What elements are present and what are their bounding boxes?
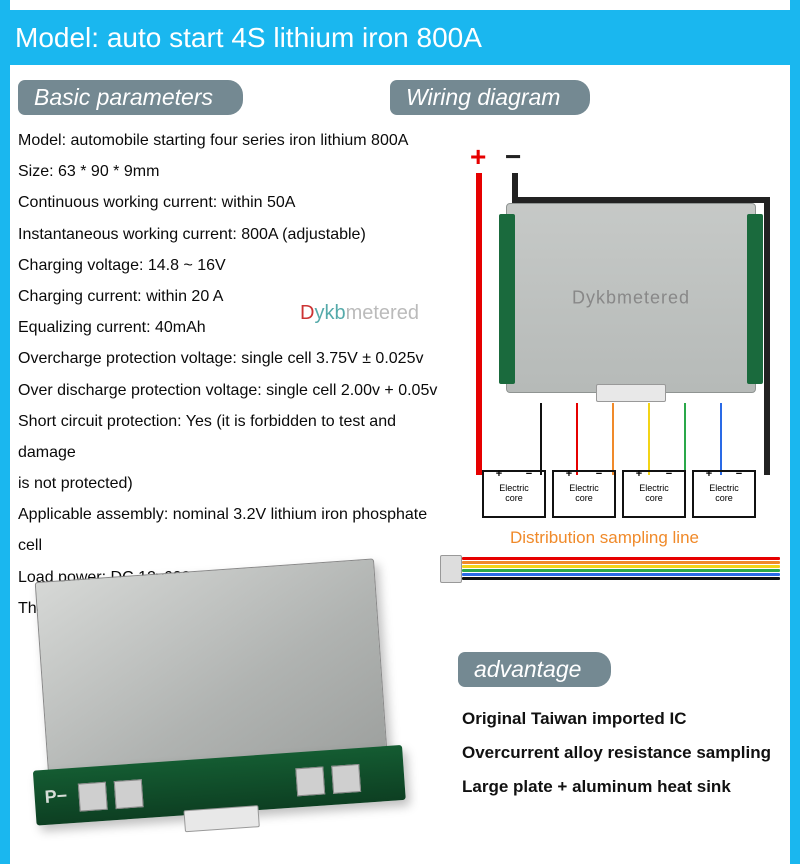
param-line: Overcharge protection voltage: single ce… (18, 343, 448, 374)
solder-pad (78, 782, 108, 812)
basic-parameters-badge: Basic parameters (18, 80, 243, 115)
sense-wire (612, 403, 614, 475)
param-line: Model: automobile starting four series i… (18, 125, 448, 156)
param-line: Short circuit protection: Yes (it is for… (18, 406, 448, 468)
battery-cell: +− Electriccore (552, 470, 616, 518)
product-photo: P− (19, 547, 407, 842)
param-line: Charging voltage: 14.8 ~ 16V (18, 250, 448, 281)
ribbon-wire (462, 557, 780, 560)
param-line: is not protected) (18, 468, 448, 499)
wiring-diagram: + − Dykbmetered +− Electriccore +− Elect… (460, 125, 790, 525)
minus-terminal: − (505, 141, 521, 173)
battery-cell: +− Electriccore (482, 470, 546, 518)
wiring-diagram-badge: Wiring diagram (390, 80, 590, 115)
board-watermark: Dykbmetered (507, 288, 755, 309)
param-line: Size: 63 * 90 * 9mm (18, 156, 448, 187)
advantage-list: Original Taiwan imported IC Overcurrent … (462, 702, 792, 804)
watermark: Dykbmetered (300, 302, 419, 325)
param-line: Continuous working current: within 50A (18, 187, 448, 218)
sense-wire (648, 403, 650, 475)
ribbon-wire (462, 577, 780, 580)
battery-cell: +− Electriccore (622, 470, 686, 518)
advantage-item: Overcurrent alloy resistance sampling (462, 736, 792, 770)
plus-terminal: + (470, 141, 486, 173)
ribbon-wire (462, 573, 780, 576)
wire-red (476, 173, 482, 475)
param-line: Instantaneous working current: 800A (adj… (18, 219, 448, 250)
bms-board: Dykbmetered (506, 203, 756, 393)
solder-pad (331, 764, 361, 794)
heatsink-plate (35, 558, 388, 781)
solder-pad (114, 779, 144, 809)
title-text: Model: auto start 4S lithium iron 800A (15, 22, 482, 54)
param-line: Over discharge protection voltage: singl… (18, 375, 448, 406)
title-bar: Model: auto start 4S lithium iron 800A (0, 10, 800, 65)
ribbon-wire (462, 569, 780, 572)
ribbon-wire (462, 565, 780, 568)
sense-wire (684, 403, 686, 475)
ribbon-plug (440, 555, 462, 583)
p-minus-label: P− (44, 785, 68, 808)
wire-black (764, 197, 770, 475)
ribbon-cable (440, 555, 780, 583)
jst-connector (183, 805, 259, 832)
advantage-item: Large plate + aluminum heat sink (462, 770, 792, 804)
advantage-item: Original Taiwan imported IC (462, 702, 792, 736)
battery-cell: +− Electriccore (692, 470, 756, 518)
sense-wires (532, 403, 732, 475)
battery-cells: +− Electriccore +− Electriccore +− Elect… (482, 470, 782, 525)
sense-wire (576, 403, 578, 475)
sense-wire (720, 403, 722, 475)
ribbon-wire (462, 561, 780, 564)
advantage-badge: advantage (458, 652, 611, 687)
sense-wire (540, 403, 542, 475)
solder-pad (295, 766, 325, 796)
distribution-label: Distribution sampling line (510, 528, 699, 548)
jst-connector (596, 384, 666, 402)
